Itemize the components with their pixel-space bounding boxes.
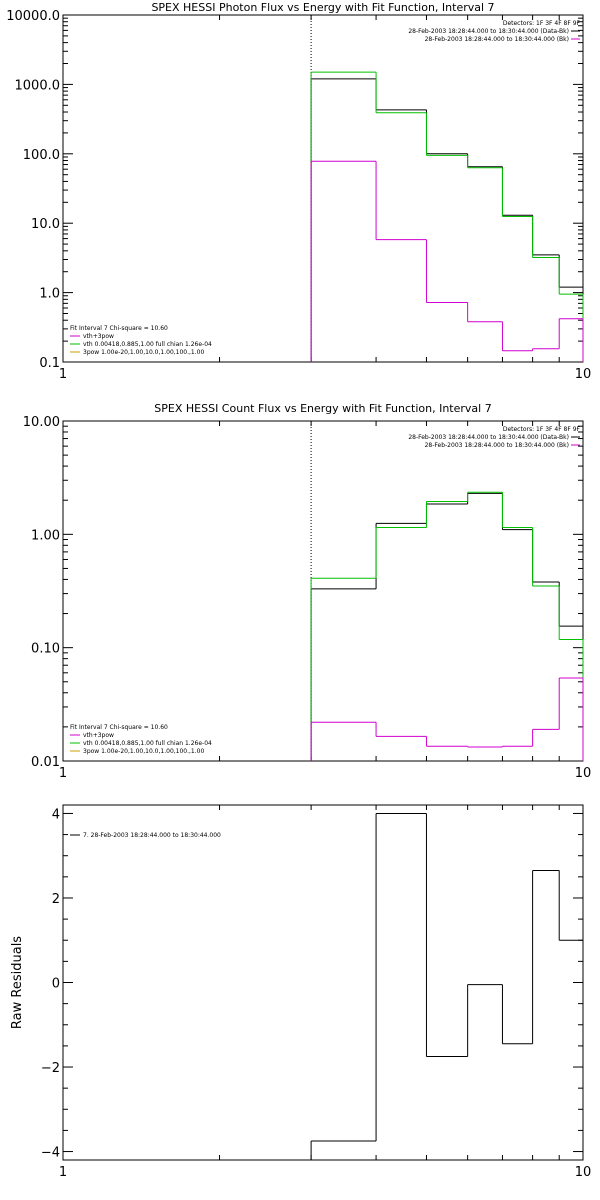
y-tick-label: 0.01 (31, 755, 60, 770)
fit-legend: Fit Interval 7 Chi-square = 10.60vth+3po… (70, 724, 212, 755)
y-tick-label: 10.0 (31, 217, 60, 232)
y-tick-label: 0.10 (31, 642, 60, 657)
fit-legend-text: 7. 28-Feb-2003 18:28:44.000 to 18:30:44.… (83, 832, 221, 839)
x-tick-label: 10 (575, 766, 592, 781)
panel-2: SPEX HESSI Count Flux vs Energy with Fit… (23, 402, 591, 781)
y-tick-label: 10000.0 (6, 9, 60, 24)
y-tick-label: 0.1 (39, 356, 60, 371)
x-tick-label: 1 (59, 1165, 67, 1180)
x-axis: 1 10 (59, 805, 591, 1180)
series-1 (310, 812, 584, 1160)
fit-legend-text: vth 0.00418,0.885,1.00 full chian 1.26e-… (83, 740, 212, 747)
fit-legend-text: vth+3pow (83, 732, 114, 739)
y-tick-label: 2 (52, 892, 60, 907)
header-legend-text: Detectors: 1F 3F 4F 8F 9F (503, 20, 581, 27)
plot-frame (62, 420, 584, 762)
x-tick-label: 1 (59, 367, 67, 382)
header-legend-text: 28-Feb-2003 18:28:44.000 to 18:30:44.000… (408, 434, 569, 441)
chart-title: SPEX HESSI Count Flux vs Energy with Fit… (154, 402, 491, 415)
series-3 (310, 677, 584, 761)
fit-legend-text: Fit Interval 7 Chi-square = 10.60 (70, 724, 168, 731)
header-legend-text: 28-Feb-2003 18:28:44.000 to 18:30:44.000… (408, 28, 569, 35)
y-tick-label: 1.0 (39, 287, 60, 302)
x-axis: 1 10 (59, 15, 591, 382)
fit-legend-text: vth 0.00418,0.885,1.00 full chian 1.26e-… (83, 341, 212, 348)
x-tick-label: 10 (575, 1165, 592, 1180)
y-tick-label: 10.00 (23, 415, 60, 430)
fit-legend-text: vth+3pow (83, 333, 114, 340)
panel-3: 1 10 −4 −2 0 2 4 Raw Residuals 7. 28-Feb-2003 18… (10, 804, 591, 1180)
series-3 (310, 160, 584, 362)
fit-legend: Fit Interval 7 Chi-square = 10.60vth+3po… (70, 325, 212, 356)
panel-1: SPEX HESSI Photon Flux vs Energy with Fi… (6, 1, 591, 382)
fit-legend: 7. 28-Feb-2003 18:28:44.000 to 18:30:44.… (70, 832, 221, 839)
x-tick-label: 1 (59, 766, 67, 781)
plot-frame (62, 14, 584, 363)
fit-legend-text: 3pow 1.00e-20,1.00,10.0,1.00,100.,1.00 (83, 349, 204, 356)
y-tick-label: 4 (52, 807, 60, 822)
header-legend-text: 28-Feb-2003 18:28:44.000 to 18:30:44.000… (425, 442, 569, 449)
chart-title: SPEX HESSI Photon Flux vs Energy with Fi… (151, 1, 494, 14)
fit-legend-text: Fit Interval 7 Chi-square = 10.60 (70, 325, 168, 332)
y-tick-label: −2 (41, 1061, 60, 1076)
header-legend-text: 28-Feb-2003 18:28:44.000 to 18:30:44.000… (425, 36, 569, 43)
fit-legend-text: 3pow 1.00e-20,1.00,10.0,1.00,100.,1.00 (83, 748, 204, 755)
y-axis: −4 −2 0 2 4 (41, 807, 583, 1161)
y-tick-label: 100.0 (23, 148, 60, 163)
y-axis: 0.01 0.10 1.00 10.00 (23, 415, 583, 770)
y-tick-label: 1000.0 (15, 78, 61, 93)
y-tick-label: −4 (41, 1146, 60, 1161)
y-tick-label: 1.00 (31, 528, 60, 543)
y-tick-label: 0 (52, 977, 60, 992)
y-axis-label: Raw Residuals (10, 936, 25, 1029)
header-legend-text: Detectors: 1F 3F 4F 8F 9F (503, 426, 581, 433)
x-tick-label: 10 (575, 367, 592, 382)
y-axis: 0.1 1.0 10.0 100.0 1000.0 10000.0 (6, 9, 583, 371)
